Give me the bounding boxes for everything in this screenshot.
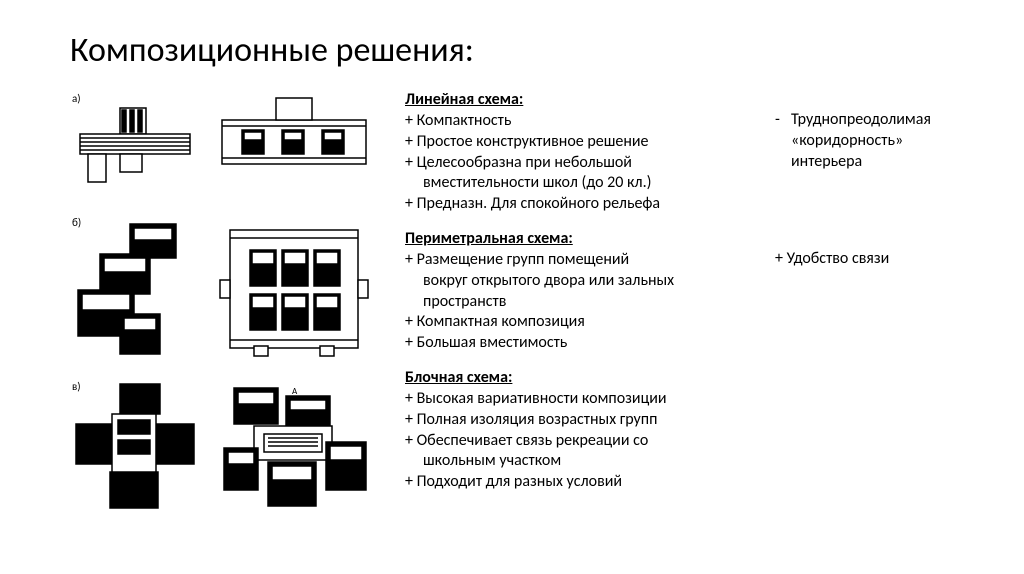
diagram-perimeter-a: б) bbox=[70, 214, 200, 364]
bullet: + Высокая вариативности композиции bbox=[405, 389, 745, 410]
bullet: + Размещение групп помещений bbox=[405, 250, 745, 271]
section-perimeter: Периметральная схема: + Размещение групп… bbox=[405, 229, 984, 354]
section-side-note: + Удобство связи bbox=[745, 229, 945, 270]
slide-title: Композиционные решения: bbox=[70, 30, 474, 71]
bullet: + Полная изоляция возрастных групп bbox=[405, 410, 745, 431]
diagram-row-linear: а) bbox=[70, 90, 385, 200]
bullet: + Компактность bbox=[405, 111, 745, 132]
diagrams-column: а) bbox=[70, 90, 385, 554]
bullet-cont: школьным участком bbox=[405, 451, 745, 472]
bullet: + Обеспечивает связь рекреации со bbox=[405, 431, 745, 452]
section-linear: Линейная схема: + Компактность + Простое… bbox=[405, 90, 984, 215]
row-label: б) bbox=[72, 216, 81, 229]
diagram-row-perimeter: б) bbox=[70, 214, 385, 364]
diagram-perimeter-b bbox=[214, 214, 374, 364]
section-heading: Периметральная схема: bbox=[405, 229, 745, 248]
bullet: + Большая вместимость bbox=[405, 333, 745, 354]
bullet-cont: вокруг открытого двора или зальных bbox=[405, 271, 745, 292]
diagram-row-block: в) bbox=[70, 378, 385, 518]
diagram-linear-b bbox=[214, 90, 374, 180]
slide-content: а) bbox=[70, 90, 984, 554]
text-column: Линейная схема: + Компактность + Простое… bbox=[385, 90, 984, 554]
diagram-block-a: в) bbox=[70, 378, 200, 518]
diagram-linear-a: а) bbox=[70, 90, 200, 200]
section-side-note: -Труднопреодолимая «коридорность» интерь… bbox=[745, 90, 945, 172]
diagram-block-b: А bbox=[214, 378, 374, 518]
row-label: а) bbox=[72, 92, 81, 105]
bullet: + Подходит для разных условий bbox=[405, 472, 745, 493]
section-block-scheme: Блочная схема: + Высокая вариативности к… bbox=[405, 368, 984, 493]
svg-text:А: А bbox=[292, 386, 298, 397]
row-label: в) bbox=[72, 380, 81, 393]
bullet-cont: пространств bbox=[405, 292, 745, 313]
bullet: + Предназн. Для спокойного рельефа bbox=[405, 194, 745, 215]
bullet-cont: вместительности школ (до 20 кл.) bbox=[405, 173, 745, 194]
bullet: + Простое конструктивное решение bbox=[405, 132, 745, 153]
bullet: + Целесообразна при небольшой bbox=[405, 153, 745, 174]
bullet: + Компактная композиция bbox=[405, 312, 745, 333]
section-heading: Линейная схема: bbox=[405, 90, 745, 109]
section-heading: Блочная схема: bbox=[405, 368, 745, 387]
